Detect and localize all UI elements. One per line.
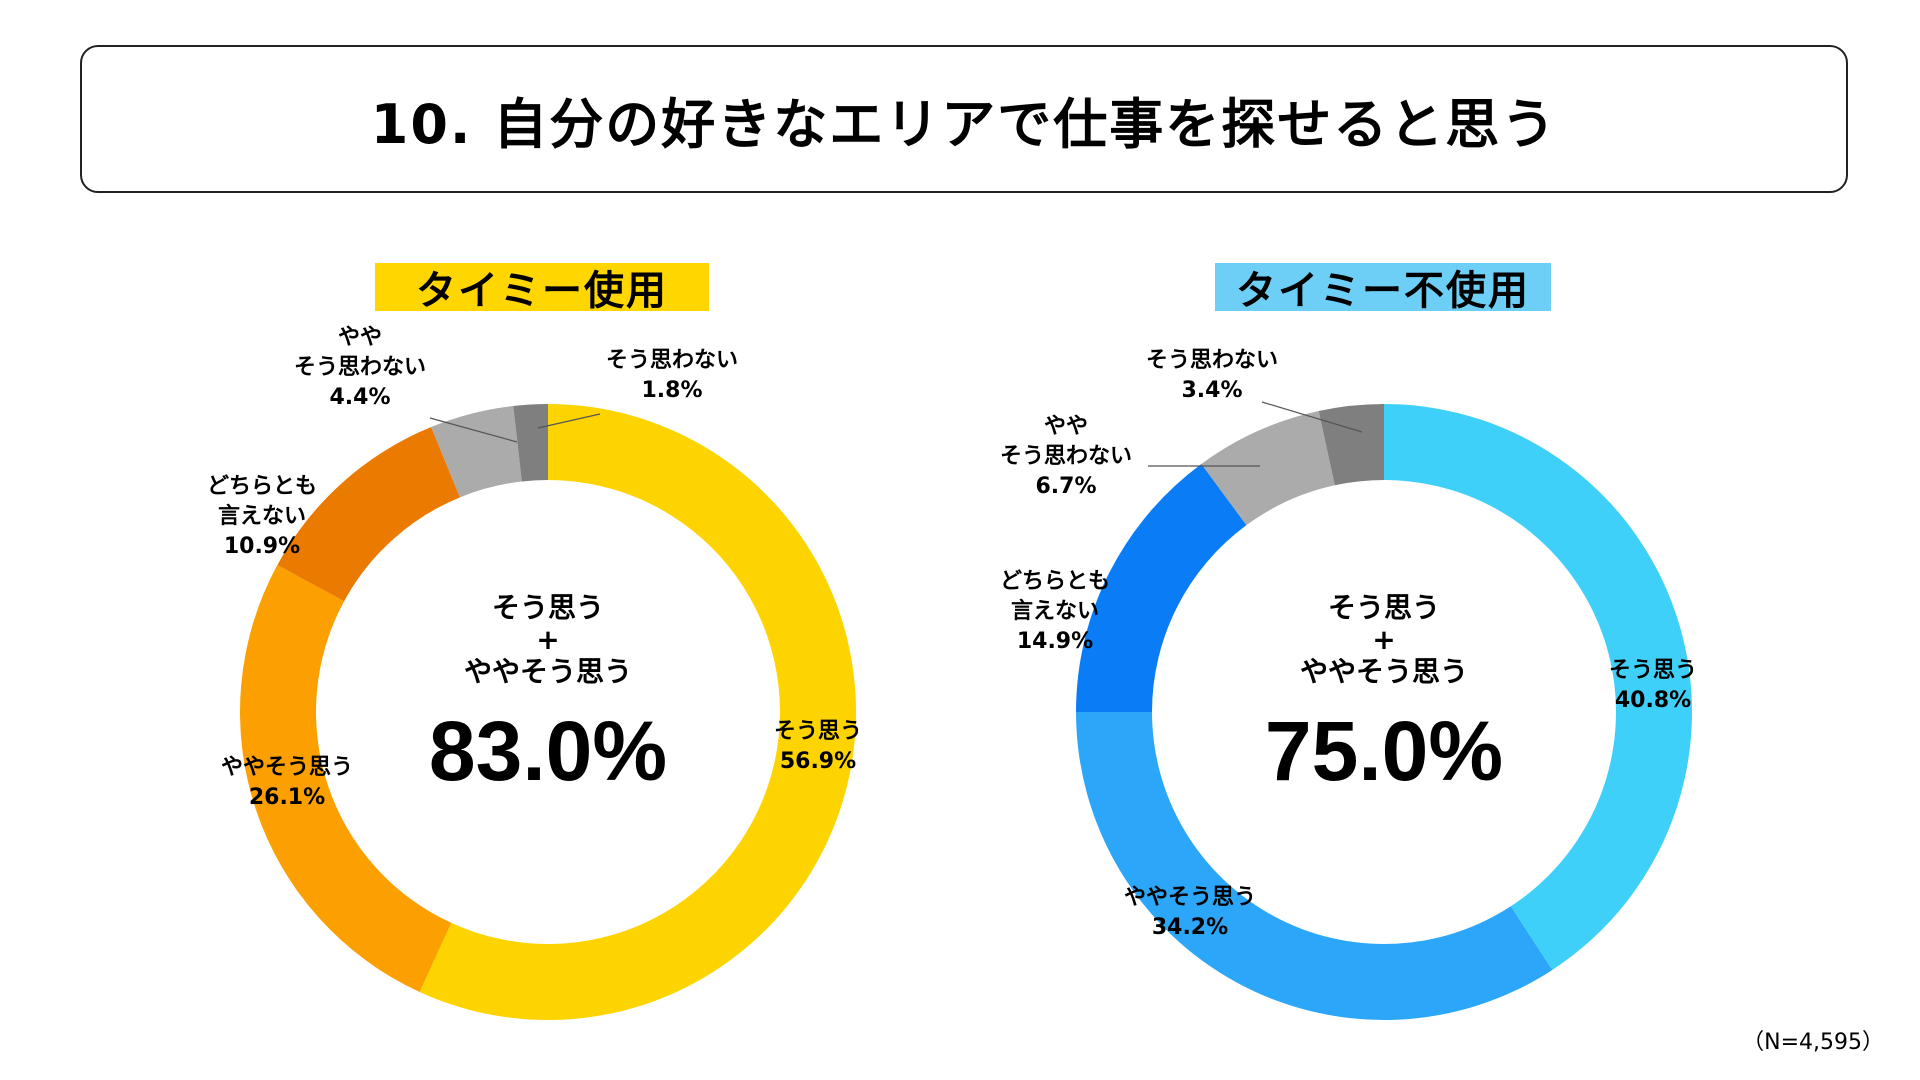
category-label-timee-users-4: そう思わない (606, 348, 738, 373)
data-label-non-users-4: 3.4% (1181, 378, 1242, 403)
category-label-timee-users-3: やや (338, 325, 382, 350)
center-caption-non-users: そう思う (1328, 591, 1440, 624)
data-label-non-users-0: 40.8% (1615, 688, 1691, 713)
leader-line-timee-users-4 (537, 413, 601, 429)
leader-line-non-users-4 (1261, 401, 1363, 433)
data-label-non-users-3: 6.7% (1035, 474, 1096, 499)
center-caption-timee-users: + (536, 623, 559, 656)
data-label-non-users-1: 34.2% (1152, 915, 1228, 940)
donut-slice-timee-users-4 (513, 404, 548, 482)
leader-line-timee-users-3 (429, 417, 518, 443)
center-total-non-users: 75.0% (1265, 704, 1503, 798)
category-label-timee-users-2: 言えない (218, 503, 306, 529)
category-label-non-users-4: そう思わない (1146, 348, 1278, 373)
chart-title-non-users: タイミー不使用 (1215, 263, 1551, 314)
data-label-timee-users-1: 26.1% (249, 785, 325, 810)
category-label-non-users-3: やや (1044, 414, 1088, 439)
donut-slice-non-users-3 (1201, 411, 1335, 526)
donut-slice-timee-users-2 (277, 427, 460, 602)
donut-slice-non-users-1 (1076, 712, 1553, 1020)
donut-slice-timee-users-3 (431, 405, 522, 498)
data-label-timee-users-0: 56.9% (780, 749, 856, 774)
category-label-non-users-2: 言えない (1011, 598, 1099, 624)
center-total-timee-users: 83.0% (429, 704, 667, 798)
category-label-timee-users-2: どちらとも (207, 474, 317, 499)
center-caption-non-users: ややそう思う (1300, 655, 1468, 688)
donut-slice-timee-users-0 (419, 404, 856, 1020)
category-label-non-users-1: ややそう思う (1124, 885, 1256, 910)
category-label-non-users-3: そう思わない (1000, 444, 1132, 469)
donut-slice-non-users-2 (1076, 463, 1247, 712)
category-label-non-users-2: どちらとも (1000, 569, 1110, 594)
category-label-timee-users-0: そう思う (774, 719, 862, 744)
data-label-timee-users-4: 1.8% (641, 378, 702, 403)
donut-slice-timee-users-1 (239, 565, 452, 992)
center-caption-non-users: + (1372, 623, 1395, 656)
donut-slice-non-users-0 (1384, 404, 1692, 970)
chart-title-timee-users: タイミー使用 (375, 263, 709, 314)
category-label-timee-users-1: ややそう思う (221, 755, 353, 780)
center-caption-timee-users: ややそう思う (464, 655, 632, 688)
data-label-non-users-2: 14.9% (1017, 629, 1093, 654)
category-label-timee-users-3: そう思わない (294, 355, 426, 380)
data-label-timee-users-2: 10.9% (224, 534, 300, 559)
sample-size-note: （N=4,595） (1742, 1030, 1884, 1055)
center-caption-timee-users: そう思う (492, 591, 604, 624)
category-label-non-users-0: そう思う (1609, 658, 1697, 683)
data-label-timee-users-3: 4.4% (329, 385, 390, 410)
page-title: 10. 自分の好きなエリアで仕事を探せると思う (80, 45, 1848, 193)
